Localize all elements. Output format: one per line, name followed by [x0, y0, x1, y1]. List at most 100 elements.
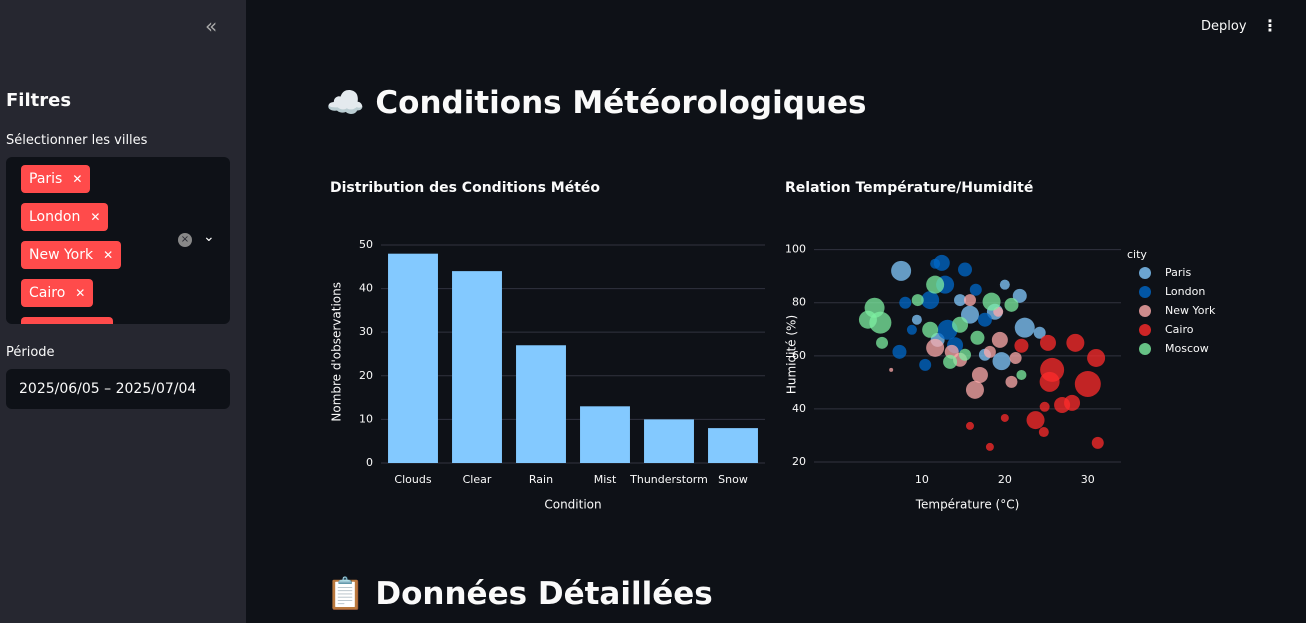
y-tick-label: 100 — [785, 243, 806, 256]
tag-label: Cairo — [29, 285, 66, 301]
dropdown-arrow[interactable]: ⌄ — [203, 229, 215, 245]
bubble — [906, 324, 917, 335]
x-tick-label: 30 — [1081, 473, 1095, 486]
bubble — [1039, 401, 1050, 412]
legend-label: New York — [1165, 304, 1216, 317]
y-tick-label: 20 — [359, 369, 373, 382]
legend-marker — [1139, 267, 1151, 279]
legend-marker — [1139, 286, 1151, 298]
bubble — [952, 316, 969, 333]
y-tick-label: 50 — [359, 238, 373, 251]
legend-label: Moscow — [1165, 342, 1209, 355]
bubble — [992, 352, 1011, 371]
bubble — [959, 348, 972, 361]
legend-label: Cairo — [1165, 323, 1194, 336]
y-axis-title: Nombre d'observations — [330, 282, 344, 422]
x-tick-label: Mist — [594, 473, 617, 486]
chart-title: Relation Température/Humidité — [785, 180, 1033, 196]
city-tag[interactable]: Moscow✕ — [21, 317, 113, 324]
x-axis-title: Température (°C) — [915, 498, 1020, 512]
bubble — [970, 330, 985, 345]
tag-remove[interactable]: ✕ — [75, 286, 86, 300]
bubble — [1091, 436, 1104, 449]
tag-label: London — [29, 209, 81, 225]
y-tick-label: 60 — [792, 349, 806, 362]
bubble — [889, 367, 894, 372]
bubble — [965, 380, 984, 399]
bubble — [921, 291, 940, 310]
tag-remove[interactable]: ✕ — [90, 210, 101, 224]
bubble — [1074, 370, 1101, 397]
x-tick-label: Clear — [463, 473, 492, 486]
deploy-button[interactable]: Deploy — [1201, 19, 1247, 34]
bubble — [930, 258, 941, 269]
collapse-button[interactable]: « — [205, 14, 218, 38]
bubble — [911, 294, 924, 307]
period-label: Période — [6, 345, 55, 360]
bubble — [1009, 351, 1022, 364]
bubble — [1014, 338, 1029, 353]
sidebar: « Filtres Sélectionner les villes × ⌄ Pa… — [0, 0, 246, 623]
legend-label: London — [1165, 285, 1205, 298]
bubble — [982, 292, 1001, 311]
bubble — [969, 283, 982, 296]
bubble — [1064, 394, 1081, 411]
bar — [388, 253, 438, 463]
x-tick-label: Thunderstorm — [629, 473, 708, 486]
bubble — [1012, 288, 1027, 303]
bubble — [899, 296, 912, 309]
y-tick-label: 40 — [359, 282, 373, 295]
bubble — [926, 338, 945, 357]
city-tag[interactable]: Cairo ✕ — [21, 279, 94, 307]
section-title: 📋 Données Détaillées — [326, 576, 713, 612]
city-tag[interactable]: Paris ✕ — [21, 165, 91, 193]
y-tick-label: 10 — [359, 412, 373, 425]
menu-button[interactable]: ⋮ — [1262, 16, 1278, 35]
bubble — [963, 294, 976, 307]
tag-label: New York — [29, 247, 94, 263]
cities-label: Sélectionner les villes — [6, 133, 148, 148]
bubble — [977, 312, 992, 327]
bar — [452, 271, 502, 463]
sidebar-title: Filtres — [6, 90, 72, 111]
bubble — [983, 345, 996, 358]
x-tick-label: 20 — [998, 473, 1012, 486]
bubble — [891, 260, 912, 281]
x-tick-label: Clouds — [394, 473, 431, 486]
y-axis-title: Humidité (%) — [785, 315, 799, 394]
tag-label: Moscow — [29, 323, 85, 324]
city-tag[interactable]: London ✕ — [21, 203, 109, 231]
bubble — [985, 442, 994, 451]
clear-button[interactable]: × — [178, 233, 192, 247]
bubble — [1004, 297, 1019, 312]
bubble — [876, 336, 889, 349]
city-multiselect[interactable]: × ⌄ Paris ✕ London ✕ New York ✕ Cairo ✕ Moscow✕ — [6, 157, 230, 324]
bubble — [911, 314, 922, 325]
city-tag[interactable]: New York ✕ — [21, 241, 122, 269]
bubble — [999, 279, 1010, 290]
x-tick-label: Snow — [718, 473, 748, 486]
bar — [516, 345, 566, 463]
tag-remove[interactable]: ✕ — [103, 248, 114, 262]
bubble — [869, 311, 892, 334]
date-input[interactable]: 2025/06/05 – 2025/07/04 — [6, 369, 230, 409]
bubble — [991, 331, 1008, 348]
x-axis-title: Condition — [544, 498, 601, 512]
bubble — [1014, 317, 1035, 338]
bar — [580, 406, 630, 463]
y-tick-label: 30 — [359, 325, 373, 338]
bubble — [971, 366, 988, 383]
x-tick-label: 10 — [915, 473, 929, 486]
bubble — [1016, 369, 1027, 380]
bubble — [1026, 411, 1045, 430]
tag-label: Paris — [29, 171, 63, 187]
bubble — [919, 358, 932, 371]
y-tick-label: 80 — [792, 296, 806, 309]
legend-title: city — [1127, 248, 1147, 261]
bubble — [1033, 326, 1046, 339]
bubble — [954, 294, 967, 307]
legend-label: Paris — [1165, 266, 1191, 279]
tag-remove[interactable]: ✕ — [72, 172, 83, 186]
